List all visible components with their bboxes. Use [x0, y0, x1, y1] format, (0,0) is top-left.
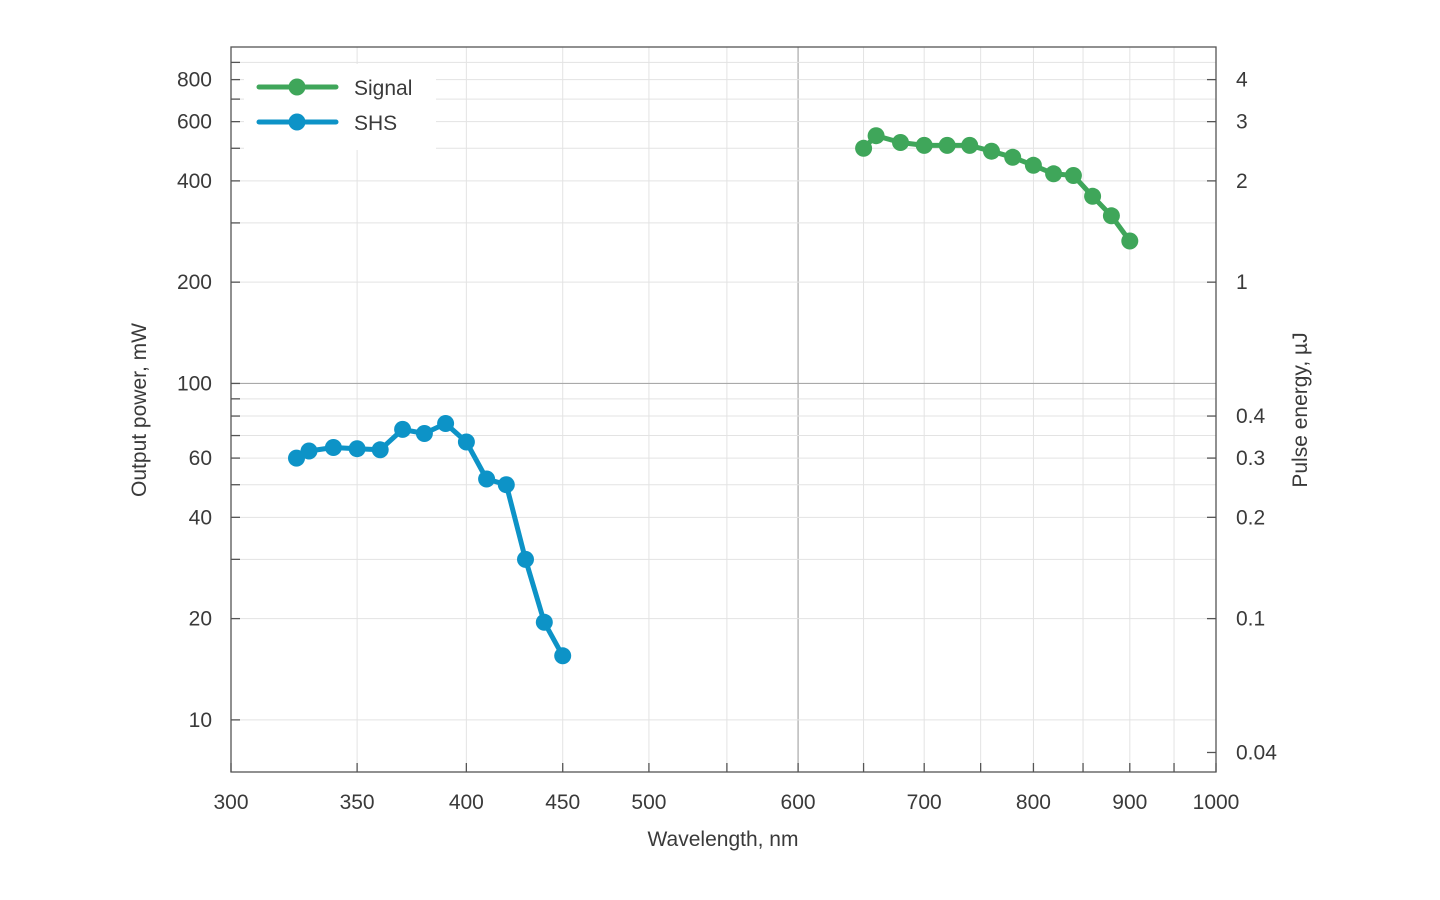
shs-data-point — [478, 470, 496, 488]
shs-data-point — [415, 425, 433, 442]
shs-data-point — [371, 441, 389, 459]
legend: Signal SHS — [244, 64, 436, 150]
shs-data-point — [554, 647, 572, 665]
x-axis-tick-labels: 300 350 400 450 500 600 700 800 900 1000 — [213, 791, 1239, 814]
signal-data-point — [855, 139, 873, 157]
y2-tick-label: 0.4 — [1236, 405, 1266, 428]
signal-data-point — [1004, 148, 1022, 166]
x-tick-label: 900 — [1112, 791, 1147, 814]
y-tick-label: 100 — [177, 372, 212, 395]
y-axis-title: Output power, mW — [128, 323, 151, 497]
legend-shs-label: SHS — [354, 112, 397, 135]
y-tick-label: 60 — [189, 447, 212, 470]
y-tick-label: 200 — [177, 271, 212, 294]
x-axis-title: Wavelength, nm — [648, 828, 799, 851]
series-shs — [288, 415, 572, 665]
shs-data-point — [394, 420, 412, 438]
y2-tick-label: 0.1 — [1236, 608, 1265, 631]
y2-tick-label: 3 — [1236, 111, 1248, 134]
signal-data-point — [1045, 165, 1063, 183]
legend-shs-marker — [288, 113, 306, 131]
signal-data-point — [938, 136, 956, 154]
signal-data-point — [915, 136, 933, 154]
legend-background — [244, 64, 436, 150]
plot-frame — [230, 46, 1217, 773]
legend-signal-marker — [288, 78, 306, 96]
y-tick-label: 800 — [177, 69, 212, 92]
x-tick-label: 500 — [631, 791, 666, 814]
signal-data-point — [961, 136, 979, 154]
shs-data-point — [288, 449, 305, 467]
signal-data-point — [1084, 187, 1102, 205]
y2-tick-label: 2 — [1236, 170, 1248, 193]
x-tick-label: 1000 — [1193, 791, 1240, 814]
y-tick-label: 10 — [189, 709, 212, 732]
legend-signal-label: Signal — [354, 77, 412, 100]
signal-data-point — [867, 127, 885, 145]
y2-tick-label: 1 — [1236, 271, 1248, 294]
signal-data-point — [1121, 232, 1139, 250]
y-tick-label: 20 — [189, 608, 212, 631]
y-axis-tick-labels: 10 20 40 60 100 200 400 600 800 — [177, 69, 212, 732]
y-tick-label: 40 — [189, 506, 212, 529]
signal-data-point — [1102, 207, 1120, 225]
signal-data-point — [892, 134, 909, 151]
x-tick-label: 350 — [340, 791, 375, 814]
y2-tick-label: 0.3 — [1236, 447, 1265, 470]
y2-tick-label: 0.2 — [1236, 506, 1265, 529]
shs-data-point — [324, 439, 342, 456]
y2-tick-label: 0.04 — [1236, 741, 1277, 764]
signal-data-point — [1024, 156, 1042, 174]
y-tick-label: 600 — [177, 111, 212, 134]
x-tick-label: 800 — [1016, 791, 1051, 814]
y2-tick-label: 4 — [1236, 69, 1248, 92]
shs-data-point — [497, 476, 515, 494]
shs-data-point — [300, 442, 318, 460]
x-tick-label: 700 — [907, 791, 942, 814]
x-tick-label: 450 — [545, 791, 580, 814]
signal-data-point — [983, 142, 1000, 160]
data-series — [288, 127, 1139, 665]
shs-data-point — [348, 440, 366, 458]
y2-axis-title: Pulse energy, µJ — [1289, 332, 1312, 487]
shs-data-point — [517, 550, 534, 568]
y2-axis-tick-labels: 0.04 0.1 0.2 0.3 0.4 1 2 3 4 — [1236, 69, 1277, 765]
shs-data-point — [437, 415, 455, 432]
grid-lines — [231, 47, 1216, 772]
shs-data-point — [535, 613, 553, 631]
x-tick-label: 300 — [213, 791, 248, 814]
x-tick-label: 600 — [781, 791, 816, 814]
signal-data-point — [1064, 167, 1082, 184]
shs-data-point — [457, 433, 475, 451]
x-tick-label: 400 — [449, 791, 484, 814]
y-tick-label: 400 — [177, 170, 212, 193]
series-signal — [855, 127, 1139, 250]
